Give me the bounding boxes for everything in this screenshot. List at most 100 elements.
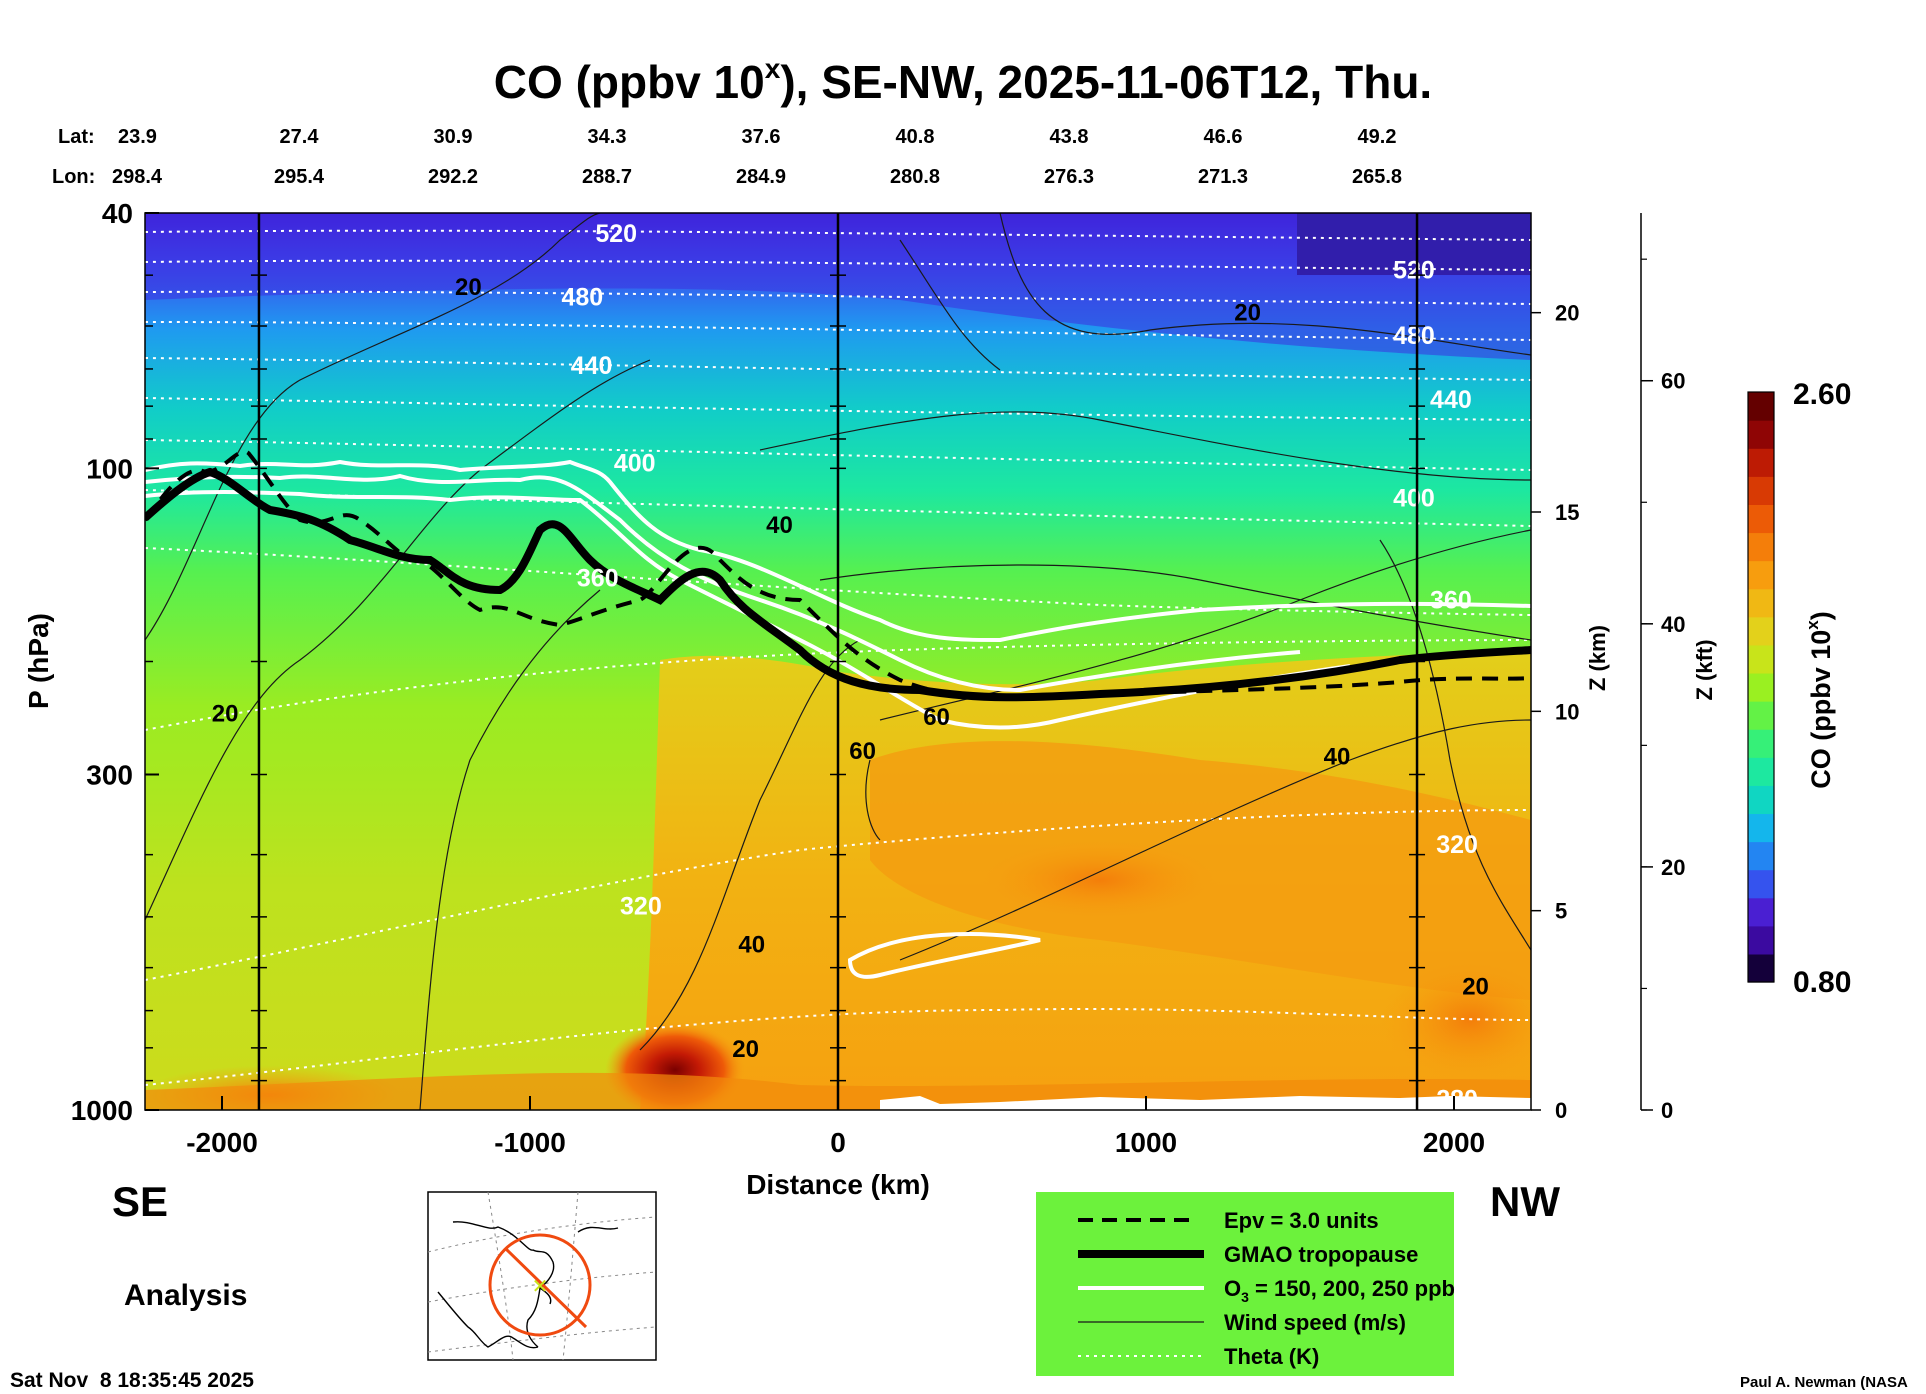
colorbar-swatch [1748, 953, 1774, 983]
legend-label-tropopause: GMAO tropopause [1224, 1242, 1418, 1267]
lat-value: 30.9 [434, 126, 473, 148]
x-tick-label: 1000 [1115, 1127, 1177, 1158]
z-kft-tick-label: 20 [1661, 855, 1685, 880]
lon-value: 295.4 [274, 166, 325, 188]
y-tick-label: 100 [86, 453, 133, 484]
y-tick-label: 1000 [71, 1095, 133, 1126]
theta-label: 360 [1430, 586, 1472, 614]
lat-label: Lat: [58, 126, 95, 148]
inset-range-circle [488, 1233, 592, 1337]
co-warm-spot-1 [980, 840, 1220, 920]
theta-label-group: 520 520 480 480 440 440 400 400 360 360 320 320 280 [562, 220, 1478, 1113]
legend-background [1036, 1192, 1454, 1376]
colorbar-swatch [1748, 392, 1774, 421]
wind-label: 20 [212, 700, 239, 727]
theta-label: 360 [577, 565, 619, 593]
inset-map-frame [427, 1191, 657, 1361]
theta-label: 440 [1430, 386, 1472, 414]
wind-label: 40 [766, 512, 793, 539]
legend: Epv = 3.0 units GMAO tropopause O3 = 150… [1036, 1192, 1455, 1376]
lat-value: 23.9 [118, 126, 157, 148]
theta-label: 400 [614, 450, 656, 478]
wind-label: 60 [923, 704, 950, 731]
wind-label: 20 [1234, 300, 1261, 327]
lon-value: 265.8 [1352, 166, 1402, 188]
colorbar-swatch [1748, 841, 1774, 871]
theta-label: 480 [1393, 322, 1435, 350]
wind-label: 40 [738, 931, 765, 958]
theta-label: 520 [1393, 257, 1435, 285]
ozone-contours [145, 459, 1531, 979]
theta-label: 480 [562, 284, 604, 312]
z-kft-tick-label: 0 [1661, 1098, 1673, 1123]
colorbar-swatch [1748, 729, 1774, 758]
lon-value: 298.4 [112, 166, 163, 188]
y-tick-label: 300 [86, 759, 133, 790]
legend-label-ozone: O3 = 150, 200, 250 ppb [1224, 1276, 1455, 1305]
surface-gap [880, 1096, 1531, 1110]
colorbar-swatch [1748, 672, 1774, 702]
wind-label: 40 [1324, 743, 1351, 770]
timestamp: Sat Nov 8 18:35:45 2025 [10, 1369, 254, 1392]
x-tick-label: 2000 [1423, 1127, 1485, 1158]
lon-label: Lon: [52, 166, 95, 188]
wind-label-group: 20 20 40 20 60 60 40 40 20 20 [212, 274, 1489, 1063]
x-tick-label: 0 [830, 1127, 846, 1158]
y-axis-title: P (hPa) [23, 613, 54, 709]
colorbar-swatch [1748, 560, 1774, 590]
credit: Paul A. Newman (NASA [1740, 1374, 1908, 1391]
legend-label-wind: Wind speed (m/s) [1224, 1310, 1406, 1335]
colorbar-swatch [1748, 813, 1774, 843]
lat-value: 46.6 [1204, 126, 1243, 148]
lon-value: 280.8 [890, 166, 940, 188]
wind-label: 20 [732, 1036, 759, 1063]
se-direction-label: SE [112, 1178, 168, 1225]
colorbar-swatch [1748, 448, 1774, 477]
theta-label: 520 [595, 220, 637, 248]
z-km-tick-label: 0 [1555, 1098, 1567, 1123]
colorbar-swatch [1748, 420, 1774, 449]
colorbar-swatch [1748, 644, 1774, 674]
z-km-axis: 0 5 10 15 20 [1531, 301, 1579, 1123]
lon-value: 288.7 [582, 166, 632, 188]
z-km-tick-label: 5 [1555, 899, 1567, 924]
colorbar [1747, 391, 1775, 983]
chart-title: CO (ppbv 10x), SE-NW, 2025-11-06T12, Thu… [494, 53, 1432, 108]
colorbar-swatch [1748, 785, 1774, 815]
theta-label: 440 [571, 352, 613, 380]
colorbar-swatch [1748, 925, 1774, 955]
colorbar-swatch [1748, 701, 1774, 730]
y-tick-label: 40 [102, 198, 133, 229]
colorbar-swatch [1748, 588, 1774, 618]
vertical-markers [250, 213, 1426, 1110]
z-kft-title: Z (kft) [1692, 639, 1717, 700]
y-axis: 40 100 300 1000 [71, 198, 159, 1126]
lat-value: 40.8 [896, 126, 935, 148]
colorbar-swatch [1748, 532, 1774, 562]
x-tick-label: -1000 [494, 1127, 566, 1158]
colorbar-swatch [1748, 897, 1774, 927]
colorbar-swatch [1748, 504, 1774, 534]
lat-value: 49.2 [1358, 126, 1397, 148]
lat-value: 34.3 [588, 126, 627, 148]
z-km-tick-label: 20 [1555, 301, 1579, 326]
lon-value: 276.3 [1044, 166, 1094, 188]
z-kft-tick-label: 40 [1661, 612, 1685, 637]
colorbar-swatch [1748, 616, 1774, 646]
x-axis: -2000 -1000 0 1000 2000 [186, 1096, 1485, 1158]
wind-label: 60 [849, 738, 876, 765]
legend-label-theta: Theta (K) [1224, 1344, 1319, 1369]
colorbar-min-label: 0.80 [1793, 966, 1851, 999]
plot-area [145, 213, 1531, 1110]
gmao-tropopause-line [145, 467, 1531, 702]
theta-label: 280 [1436, 1086, 1478, 1114]
colorbar-swatch [1748, 869, 1774, 899]
theta-label: 400 [1393, 484, 1435, 512]
analysis-label: Analysis [124, 1279, 247, 1312]
z-kft-tick-label: 60 [1661, 369, 1685, 394]
lat-value: 27.4 [280, 126, 320, 148]
colorbar-max-label: 2.60 [1793, 378, 1851, 411]
inset-coastline [437, 1221, 619, 1349]
wind-label: 20 [1462, 974, 1489, 1001]
